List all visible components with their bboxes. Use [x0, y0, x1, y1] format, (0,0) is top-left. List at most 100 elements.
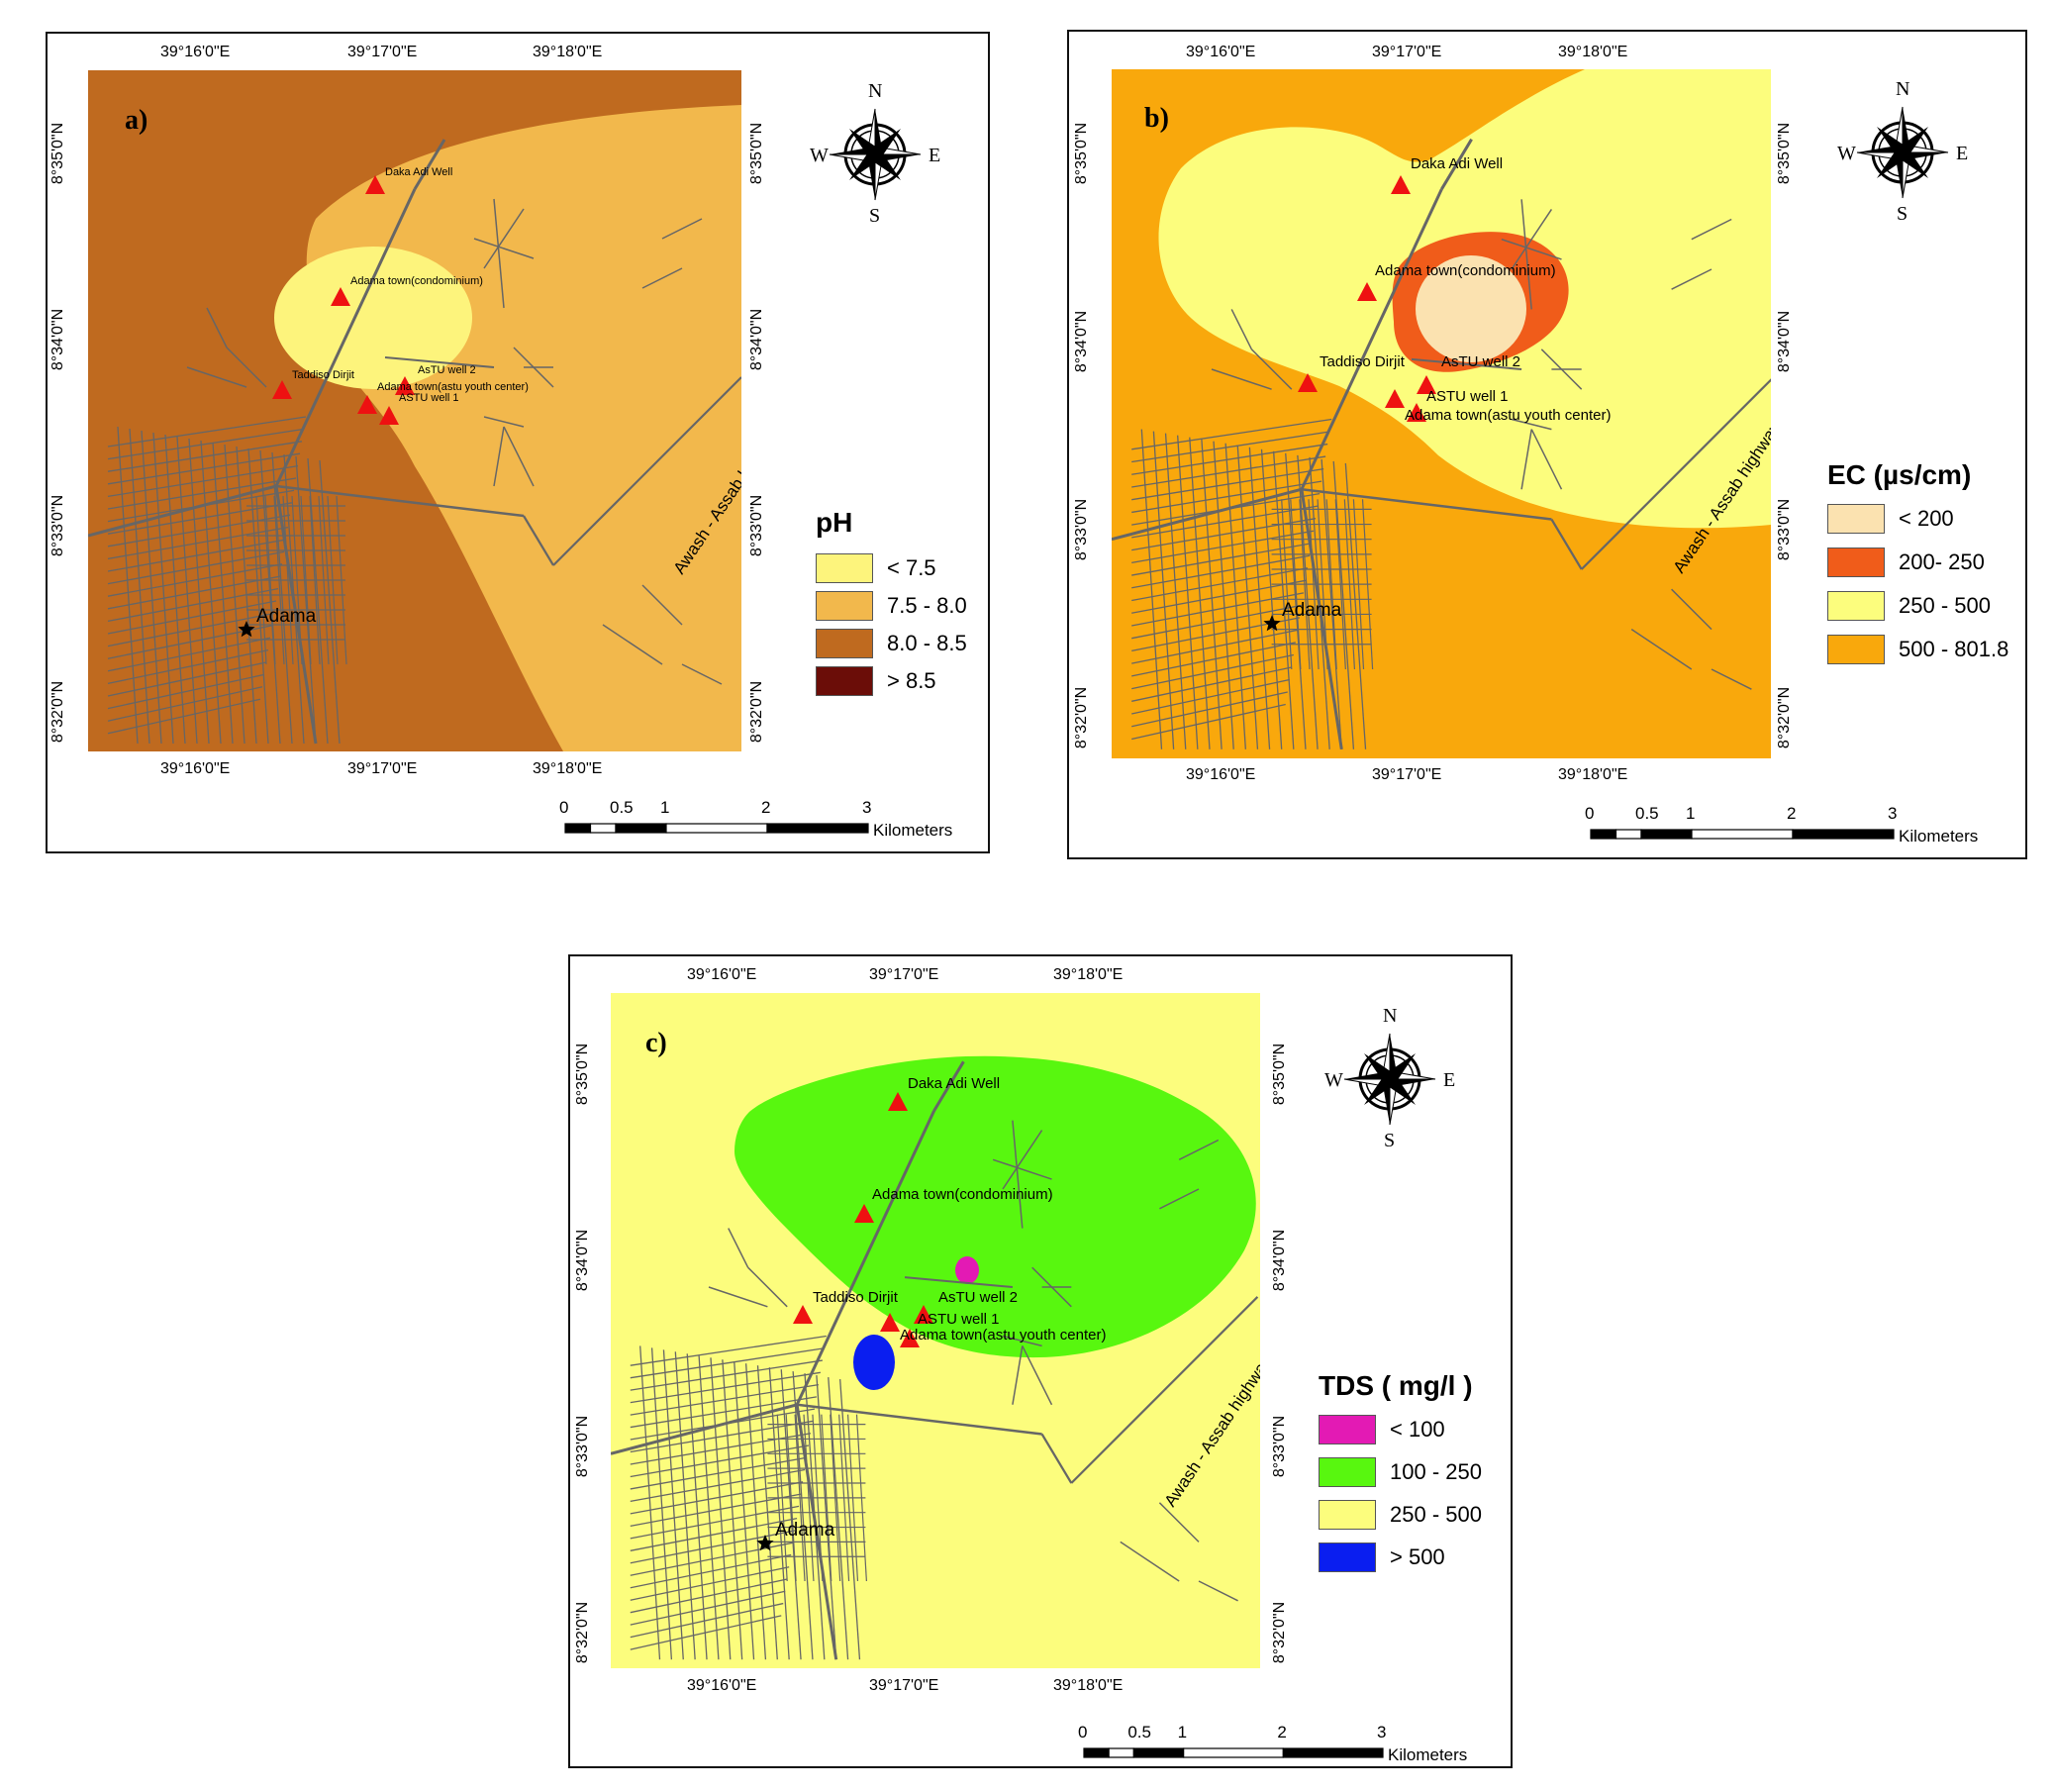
compass-s-label: S: [1384, 1130, 1395, 1148]
road-segment: [1131, 505, 1319, 539]
road-segment: [1131, 455, 1326, 488]
well-marker: AsTU well 2: [395, 364, 476, 395]
zone-tds-lt-100: [955, 1256, 979, 1284]
road-segment: [796, 1403, 1042, 1436]
road-segment: [1201, 439, 1223, 749]
road-segment: [630, 1383, 819, 1416]
road-segment: [1520, 429, 1532, 490]
lat-tick-left-4: 8°32'0"N: [49, 680, 67, 744]
scale-segment: [1183, 1747, 1284, 1758]
road-segment: [780, 1369, 802, 1660]
road-segment: [728, 1228, 749, 1268]
compass-s-label: S: [869, 205, 880, 224]
zone-tds-100-250: [734, 1055, 1256, 1358]
legend-label: 100 - 250: [1390, 1459, 1482, 1484]
well-triangle-icon: [1298, 373, 1318, 392]
well-marker: Adama town(condominium): [331, 275, 483, 306]
road-segment: [630, 1518, 798, 1551]
lat-tick-right-1: 8°35'0"N: [1271, 1043, 1289, 1106]
road-segment: [1131, 418, 1332, 450]
road-segment: [630, 1590, 786, 1626]
road-segment: [630, 1530, 796, 1564]
road-segment: [152, 432, 174, 745]
compass-e-label: E: [1956, 143, 1968, 164]
panel-label: a): [125, 105, 148, 136]
road-segment: [107, 587, 279, 623]
road-segment: [295, 455, 317, 745]
road-segment: [1164, 433, 1187, 749]
road-segment: [206, 307, 228, 348]
road-segment: [493, 426, 505, 487]
scale-tick-label: 2: [1277, 1723, 1287, 1742]
road-segment: [630, 1505, 800, 1540]
lon-tick-top-3: 39°18'0"E: [1558, 44, 1628, 60]
road-segment: [681, 663, 723, 685]
legend-item: < 200: [1827, 503, 1954, 535]
road-segment: [1501, 238, 1562, 260]
well-label: ASTU well 1: [918, 1311, 1000, 1328]
lon-tick-top-1: 39°16'0"E: [160, 44, 231, 60]
road-segment: [1691, 218, 1732, 241]
road-segment: [1131, 443, 1328, 475]
well-label: ASTU well 1: [1426, 388, 1509, 405]
road-segment: [630, 1396, 818, 1429]
well-label: Daka Adi Well: [385, 166, 452, 178]
road-segment: [1211, 368, 1272, 390]
lat-tick-left-4: 8°32'0"N: [574, 1601, 592, 1664]
road-segment: [1002, 1335, 1042, 1347]
road-segment: [795, 1110, 936, 1406]
scale-tick-label: 1: [1177, 1723, 1188, 1742]
road-segment: [932, 1060, 965, 1112]
scale-bar-c: 0 0.5 1 2 3 Kilometers: [1078, 1723, 1499, 1768]
well-marker: Taddiso Dirjit: [1298, 353, 1406, 392]
road-segment: [1012, 1120, 1024, 1229]
scale-tick-label: 0.5: [1635, 804, 1659, 823]
road-segment: [795, 1404, 838, 1660]
road-segment: [1352, 499, 1365, 670]
lon-tick-top-2: 39°17'0"E: [347, 44, 418, 60]
road-segment: [1511, 208, 1553, 270]
scale-segment: [766, 823, 869, 834]
lat-tick-left-1: 8°35'0"N: [574, 1043, 592, 1106]
compass-w-label: W: [810, 145, 829, 166]
compass-n-label: N: [1896, 81, 1909, 100]
road-segment: [88, 484, 277, 538]
compass-e-label: E: [929, 145, 940, 166]
legend-item: 100 - 250: [1319, 1456, 1482, 1488]
compass-n-label: N: [1383, 1008, 1397, 1027]
well-triangle-icon: [854, 1204, 874, 1223]
road-segment: [830, 1414, 841, 1582]
road-segment: [327, 495, 339, 665]
road-segment: [602, 624, 663, 665]
well-label: Taddiso Dirjit: [1320, 353, 1406, 370]
road-segment: [1112, 487, 1303, 542]
lon-tick-bottom-2: 39°17'0"E: [1372, 766, 1442, 783]
lat-tick-right-1: 8°35'0"N: [748, 122, 766, 185]
well-marker: ASTU well 1: [379, 392, 459, 425]
legend-swatch: [816, 591, 873, 621]
road-segment: [318, 495, 330, 665]
scale-segment: [564, 823, 592, 834]
road-segment: [722, 1359, 743, 1660]
road-segment: [1550, 518, 1583, 570]
lon-tick-bottom-3: 39°18'0"E: [533, 760, 603, 777]
road-segment: [483, 416, 525, 428]
road-segment: [630, 1481, 804, 1515]
legend-swatch: [1827, 504, 1885, 534]
wells-c: Daka Adi Well Adama town(condominium) Tadd…: [793, 1075, 1106, 1347]
road-segment: [630, 1493, 802, 1528]
road-segment: [1334, 499, 1346, 670]
road-segment: [493, 198, 505, 309]
scale-unit-label: Kilometers: [1388, 1745, 1468, 1764]
road-segment: [1177, 435, 1199, 749]
road-segment: [413, 139, 446, 190]
scale-segment: [1691, 829, 1794, 840]
road-segment: [1040, 1433, 1073, 1484]
lon-tick-bottom-3: 39°18'0"E: [1053, 1677, 1124, 1694]
well-label: AsTU well 2: [938, 1289, 1018, 1306]
legend-swatch: [1827, 591, 1885, 621]
road-segment: [1070, 1296, 1259, 1484]
city-star-icon: [756, 1535, 774, 1551]
road-segment: [107, 441, 303, 472]
scale-segment: [1108, 1747, 1134, 1758]
